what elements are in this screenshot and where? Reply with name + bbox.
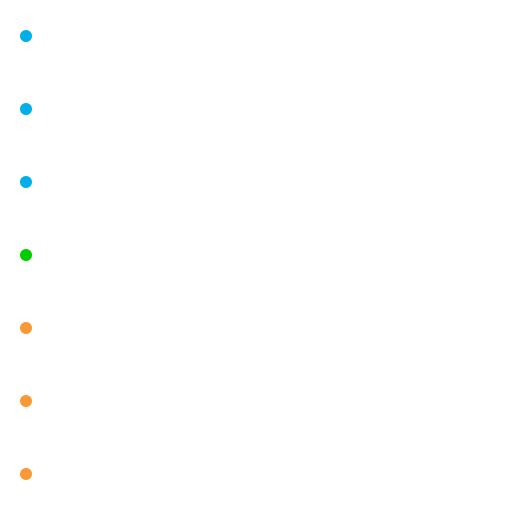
status-dot-warning (20, 468, 32, 480)
status-dot-info (20, 176, 32, 188)
status-dot-warning (20, 322, 32, 334)
status-dot-info (20, 30, 32, 42)
status-dot-ok (20, 249, 32, 261)
status-dot-info (20, 103, 32, 115)
status-dot-warning (20, 395, 32, 407)
